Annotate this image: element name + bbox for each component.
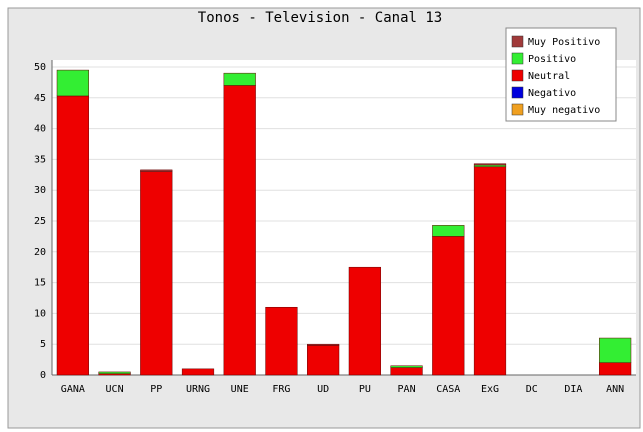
bar-segment [223,85,256,376]
bar-segment [140,169,173,172]
y-tick-label: 35 [34,154,46,165]
bar-segment [307,343,340,346]
y-tick-label: 40 [34,124,46,135]
x-tick-label: PAN [398,384,416,395]
bar-segment [390,367,423,376]
bar-segment [473,166,507,376]
bar-segment [473,163,507,166]
bar-segment [599,362,632,376]
y-tick-label: 45 [34,93,46,104]
bar-segment [140,171,173,376]
bar-segment [432,236,465,376]
y-tick-label: 10 [34,308,46,319]
x-tick-label: DC [526,384,538,395]
x-tick-label: PU [359,384,371,395]
legend-swatch [511,86,524,99]
bar-segment [181,368,215,376]
x-tick-label: ANN [606,384,624,395]
x-tick-label: GANA [61,384,85,395]
legend-label: Neutral [528,71,570,82]
legend-label: Muy Positivo [528,37,600,48]
bar-segment [599,337,632,363]
y-tick-label: 30 [34,185,46,196]
x-tick-label: CASA [436,384,460,395]
bar-segment [265,306,298,376]
y-tick-label: 25 [34,216,46,227]
x-tick-label: FRG [272,384,290,395]
y-tick-label: 50 [34,62,46,73]
chart-title: Tonos - Television - Canal 13 [198,10,442,26]
x-tick-label: UNE [231,384,249,395]
legend-box [505,27,617,122]
legend-swatch [511,69,524,82]
x-tick-label: UCN [106,384,124,395]
bar-segment [473,164,507,168]
x-tick-label: DIA [564,384,582,395]
legend-swatch [511,52,524,65]
x-tick-label: UD [317,384,329,395]
x-tick-label: ExG [481,384,499,395]
legend-label: Positivo [528,54,576,65]
bar-segment [348,266,381,376]
bar-segment [98,371,131,375]
y-tick-label: 0 [40,370,46,381]
bar-segment [56,95,89,376]
y-tick-label: 20 [34,247,46,258]
legend-swatch [511,103,524,116]
bar-segment [432,225,465,237]
legend-swatch [511,35,524,48]
y-tick-label: 5 [40,339,46,350]
bar-segment [223,72,256,86]
legend-label: Muy negativo [528,105,600,116]
x-tick-label: URNG [186,384,210,395]
bar-segment [307,345,340,376]
bar-segment [56,69,89,97]
x-tick-label: PP [150,384,162,395]
bar-segment [390,365,423,368]
legend-label: Negativo [528,88,576,99]
y-tick-label: 15 [34,278,46,289]
